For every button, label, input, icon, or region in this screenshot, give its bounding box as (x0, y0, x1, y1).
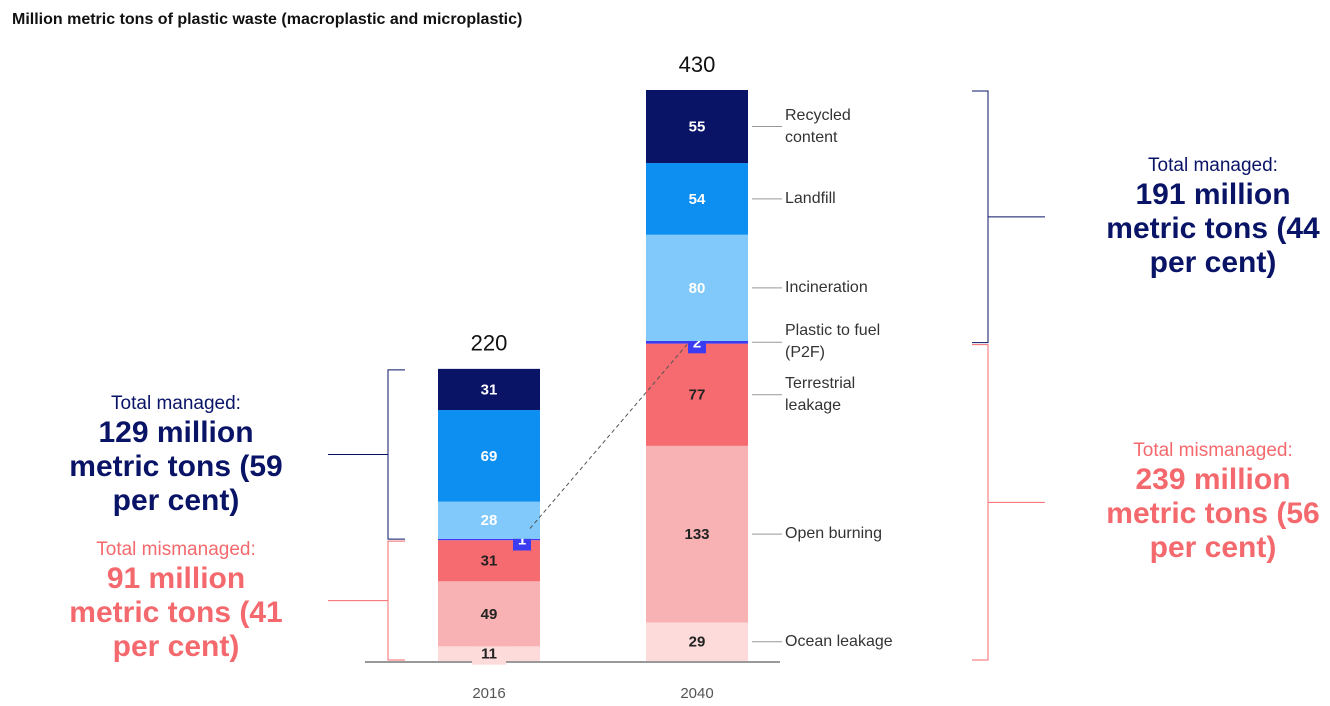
value-label: 55 (689, 118, 706, 135)
bar-segment (438, 538, 540, 541)
annotation-label: Total managed: (1148, 154, 1278, 176)
legend-label: Ocean leakage (785, 632, 893, 650)
value-label-box (472, 642, 506, 665)
annotation-label: Total mismanaged: (96, 538, 256, 560)
annotation: Total managed: 129 million metric tons (5… (61, 392, 291, 518)
legend-label: Recycled content (785, 106, 851, 146)
bar-segment (646, 622, 748, 661)
x-tick-label: 2016 (472, 685, 505, 702)
annotation-text: 239 million metric tons (56 per cent) (1106, 463, 1320, 565)
bar-segment (646, 445, 748, 623)
legend-label: Incineration (785, 278, 868, 296)
legend-label: Landfill (785, 189, 836, 207)
value-label: 31 (481, 381, 498, 398)
bar-segment (438, 501, 540, 539)
value-label: 31 (481, 553, 498, 570)
annotation: Total mismanaged: 91 million metric tons … (61, 538, 291, 664)
legend-label: Plastic to fuel (P2F) (785, 322, 881, 362)
value-label: 29 (689, 634, 706, 651)
value-label: 28 (481, 512, 498, 529)
bracket (387, 369, 405, 540)
bar-segment (438, 410, 540, 502)
bar-segment (438, 368, 540, 411)
annotation-label: Total managed: (111, 392, 241, 414)
p2f-link (529, 342, 689, 529)
value-label: 69 (481, 448, 498, 465)
value-label: 11 (481, 646, 497, 663)
annotation: Total mismanaged: 239 million metric tons… (1098, 439, 1328, 565)
bracket (387, 540, 405, 661)
legend-label: Terrestrial leakage (785, 374, 856, 414)
bar-segment (646, 90, 748, 164)
annotation-text: 129 million metric tons (59 per cent) (69, 415, 283, 517)
value-label: 49 (481, 606, 498, 623)
annotation-label: Total mismanaged: (1133, 440, 1293, 462)
x-tick-label: 2040 (680, 685, 713, 702)
value-label: 77 (689, 387, 706, 404)
value-label: 54 (689, 191, 706, 208)
annotation-text: 191 million metric tons (44 per cent) (1106, 177, 1320, 279)
value-label: 80 (689, 280, 706, 297)
bar-segment (438, 581, 540, 647)
value-label: 2 (693, 334, 701, 351)
total-label: 220 (471, 331, 508, 356)
total-label: 430 (679, 52, 716, 77)
annotation-text: 91 million metric tons (41 per cent) (69, 561, 283, 663)
value-label: 133 (684, 526, 709, 543)
bracket (972, 344, 989, 661)
bar-segment (646, 163, 748, 235)
bracket (972, 90, 989, 344)
bar-segment (646, 234, 748, 341)
annotation: Total managed: 191 million metric tons (4… (1098, 154, 1328, 280)
chart-title: Million metric tons of plastic waste (ma… (12, 11, 522, 28)
bar-segment (646, 343, 748, 446)
legend-label: Open burning (785, 525, 882, 543)
value-label: 1 (518, 531, 526, 548)
